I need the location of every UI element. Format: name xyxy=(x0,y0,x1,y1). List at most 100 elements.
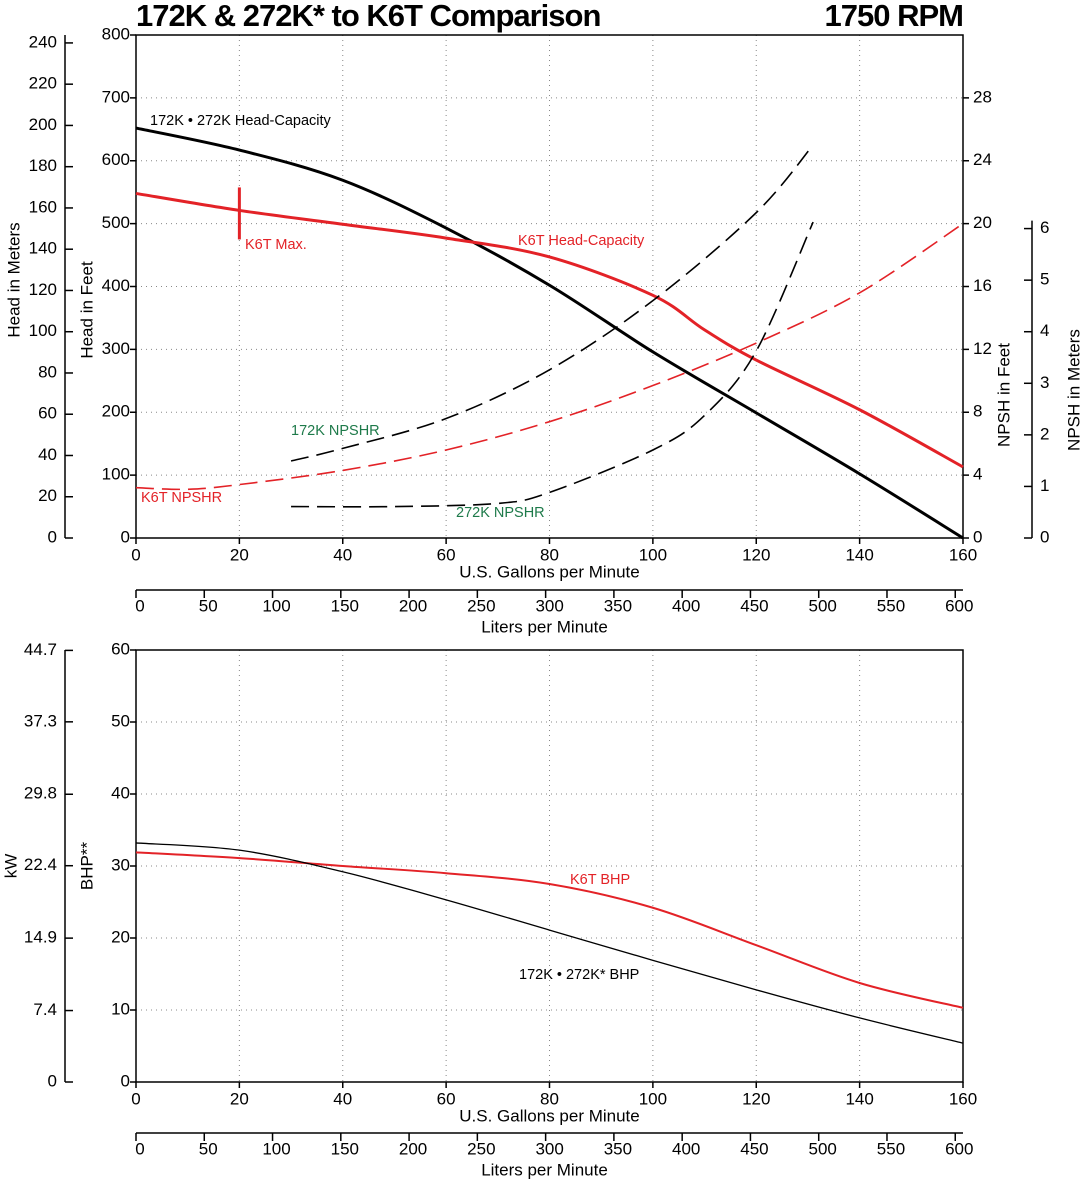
y-tick-label: 200 xyxy=(102,402,130,421)
liters-tick-label: 250 xyxy=(467,596,495,615)
series-line xyxy=(291,221,814,508)
y-tick-label: 50 xyxy=(111,711,130,730)
y2-axis-title: NPSH in Feet xyxy=(994,343,1013,447)
y-tick-label: 10 xyxy=(111,999,130,1018)
liters-tick-label: 550 xyxy=(877,596,905,615)
liters-tick-label: 600 xyxy=(945,596,973,615)
outer-tick-label: 7.4 xyxy=(33,1000,57,1019)
liters-tick-label: 200 xyxy=(399,1139,427,1158)
x-tick-label: 140 xyxy=(845,545,873,564)
liters-tick-label: 600 xyxy=(945,1139,973,1158)
outer-tick-label: 4 xyxy=(1040,321,1049,340)
x-tick-label: 60 xyxy=(437,545,456,564)
y-tick-label: 800 xyxy=(102,24,130,43)
liters-tick-label: 0 xyxy=(135,1139,144,1158)
y-tick-label: 100 xyxy=(102,465,130,484)
outer-tick-label: 0 xyxy=(48,1071,57,1090)
y-tick-label: 20 xyxy=(111,927,130,946)
y2-tick-label: 24 xyxy=(973,150,992,169)
liters-axis-title: Liters per Minute xyxy=(481,1160,608,1179)
liters-tick-label: 400 xyxy=(672,1139,700,1158)
chart-title: 172K & 272K* to K6T Comparison xyxy=(136,0,600,33)
series-label: 172K NPSHR xyxy=(291,423,380,439)
liters-tick-label: 300 xyxy=(535,596,563,615)
outer-axis-title: kW xyxy=(1,854,20,879)
outer-tick-label: 180 xyxy=(29,156,57,175)
y-tick-label: 0 xyxy=(121,527,130,546)
series-label: K6T Head-Capacity xyxy=(518,233,645,249)
x-tick-label: 100 xyxy=(639,1089,667,1108)
outer-tick-label: 20 xyxy=(38,486,57,505)
series-line xyxy=(135,126,964,540)
outer-tick-label: 60 xyxy=(38,404,57,423)
y-tick-label: 600 xyxy=(102,150,130,169)
y-axis-title: Head in Feet xyxy=(77,261,96,359)
x-tick-label: 20 xyxy=(230,1089,249,1108)
liters-tick-label: 0 xyxy=(135,596,144,615)
outer-tick-label: 0 xyxy=(1040,527,1049,546)
x-axis-title: U.S. Gallons per Minute xyxy=(459,562,639,581)
series-label: K6T BHP xyxy=(570,872,630,888)
liters-tick-label: 450 xyxy=(740,596,768,615)
outer-axis-title: NPSH in Meters xyxy=(1064,329,1083,451)
outer-tick-label: 3 xyxy=(1040,373,1049,392)
y-tick-label: 500 xyxy=(102,213,130,232)
y2-tick-label: 0 xyxy=(973,527,982,546)
outer-tick-label: 160 xyxy=(29,197,57,216)
y-tick-label: 700 xyxy=(102,87,130,106)
x-tick-label: 20 xyxy=(230,545,249,564)
outer-tick-label: 44.7 xyxy=(24,640,57,659)
liters-tick-label: 50 xyxy=(199,1139,218,1158)
y-tick-label: 300 xyxy=(102,339,130,358)
series-line xyxy=(135,222,964,491)
liters-tick-label: 100 xyxy=(262,596,290,615)
y2-tick-label: 8 xyxy=(973,402,982,421)
series-label: 172K • 272K* BHP xyxy=(519,967,639,983)
outer-tick-label: 120 xyxy=(29,280,57,299)
y2-tick-label: 12 xyxy=(973,339,992,358)
series-label: K6T NPSHR xyxy=(141,490,222,506)
series-line xyxy=(290,144,814,462)
series-line xyxy=(135,842,964,1044)
outer-tick-label: 220 xyxy=(29,74,57,93)
x-tick-label: 80 xyxy=(540,545,559,564)
y-axis-title: BHP** xyxy=(77,842,96,891)
annotation: K6T Max. xyxy=(245,237,307,253)
liters-tick-label: 150 xyxy=(331,1139,359,1158)
outer-tick-label: 14.9 xyxy=(24,928,57,947)
liters-axis-title: Liters per Minute xyxy=(481,617,608,636)
x-tick-label: 0 xyxy=(131,1089,140,1108)
liters-tick-label: 400 xyxy=(672,596,700,615)
chart-subtitle: 1750 RPM xyxy=(825,0,963,33)
outer-tick-label: 80 xyxy=(38,362,57,381)
liters-tick-label: 200 xyxy=(399,596,427,615)
liters-tick-label: 500 xyxy=(809,596,837,615)
series-line xyxy=(135,851,964,1009)
x-tick-label: 140 xyxy=(845,1089,873,1108)
outer-tick-label: 100 xyxy=(29,321,57,340)
x-axis-title: U.S. Gallons per Minute xyxy=(459,1106,639,1125)
liters-tick-label: 100 xyxy=(262,1139,290,1158)
outer-tick-label: 5 xyxy=(1040,270,1049,289)
x-tick-label: 0 xyxy=(131,545,140,564)
liters-tick-label: 300 xyxy=(535,1139,563,1158)
series-line xyxy=(135,191,964,469)
liters-tick-label: 550 xyxy=(877,1139,905,1158)
outer-tick-label: 37.3 xyxy=(24,711,57,730)
plot-frame xyxy=(135,34,964,539)
y-tick-label: 30 xyxy=(111,855,130,874)
y-tick-label: 60 xyxy=(111,639,130,658)
x-tick-label: 40 xyxy=(333,1089,352,1108)
x-tick-label: 100 xyxy=(639,545,667,564)
outer-tick-label: 2 xyxy=(1040,424,1049,443)
x-tick-label: 120 xyxy=(742,1089,770,1108)
outer-tick-label: 22.4 xyxy=(24,855,57,874)
liters-tick-label: 500 xyxy=(809,1139,837,1158)
outer-tick-label: 0 xyxy=(48,527,57,546)
outer-tick-label: 1 xyxy=(1040,476,1049,495)
liters-tick-label: 350 xyxy=(604,1139,632,1158)
series-label: 272K NPSHR xyxy=(456,505,545,521)
outer-tick-label: 200 xyxy=(29,115,57,134)
y2-tick-label: 16 xyxy=(973,276,992,295)
